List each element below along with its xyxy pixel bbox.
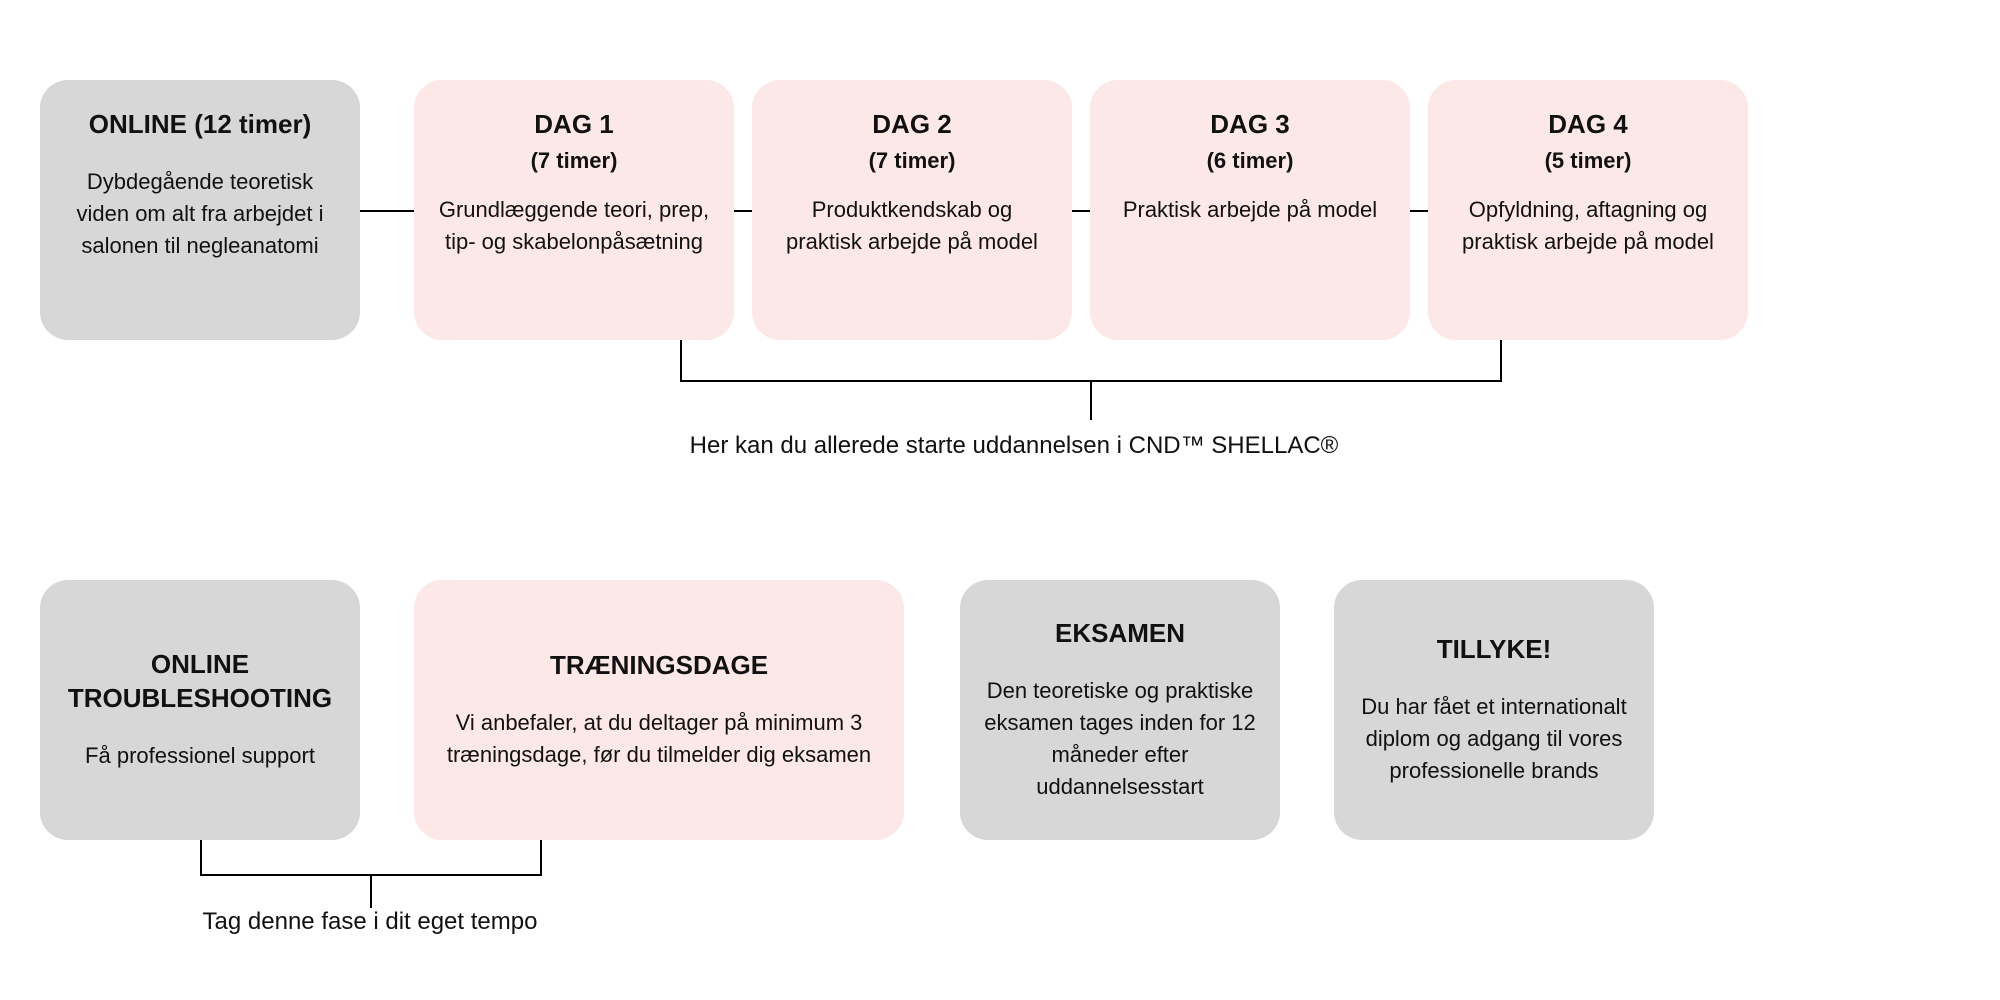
phase-day-2: DAG 2 (7 timer) Produktkendskab og prakt… bbox=[752, 80, 1072, 340]
phase-desc: Du har fået et internationalt diplom og … bbox=[1358, 691, 1630, 787]
phase-day-3: DAG 3 (6 timer) Praktisk arbejde på mode… bbox=[1090, 80, 1410, 340]
connector-line bbox=[1072, 210, 1090, 212]
phase-title: DAG 1 bbox=[534, 108, 613, 142]
phase-desc: Praktisk arbejde på model bbox=[1123, 194, 1377, 226]
diagram-canvas: ONLINE (12 timer) Dybdegående teoretisk … bbox=[0, 0, 2000, 1000]
phase-title: TRÆNINGSDAGE bbox=[550, 649, 768, 683]
phase-desc: Få professionel support bbox=[85, 740, 315, 772]
phase-desc: Produktkendskab og praktisk arbejde på m… bbox=[776, 194, 1048, 258]
phase-desc: Vi anbefaler, at du deltager på minimum … bbox=[438, 707, 880, 771]
connector-line bbox=[734, 210, 752, 212]
phase-online-troubleshooting: ONLINE TROUBLESHOOTING Få professionel s… bbox=[40, 580, 360, 840]
phase-subtitle: (7 timer) bbox=[531, 148, 618, 174]
phase-online-12h: ONLINE (12 timer) Dybdegående teoretisk … bbox=[40, 80, 360, 340]
phase-desc: Dybdegående teoretisk viden om alt fra a… bbox=[64, 166, 336, 262]
phase-desc: Grundlæggende teori, prep, tip- og skabe… bbox=[438, 194, 710, 258]
phase-desc: Den teoretiske og praktiske eksamen tage… bbox=[984, 675, 1256, 803]
phase-subtitle: (6 timer) bbox=[1207, 148, 1294, 174]
phase-title: DAG 2 bbox=[872, 108, 951, 142]
caption-own-pace: Tag denne fase i dit eget tempo bbox=[203, 908, 538, 936]
connector-line bbox=[1090, 380, 1092, 420]
phase-subtitle: (7 timer) bbox=[869, 148, 956, 174]
phase-title: EKSAMEN bbox=[1055, 617, 1185, 651]
connector-line bbox=[1500, 340, 1502, 380]
phase-title: DAG 3 bbox=[1210, 108, 1289, 142]
phase-training-days: TRÆNINGSDAGE Vi anbefaler, at du deltage… bbox=[414, 580, 904, 840]
connector-line bbox=[540, 840, 542, 874]
phase-subtitle: (5 timer) bbox=[1545, 148, 1632, 174]
phase-day-4: DAG 4 (5 timer) Opfyldning, aftagning og… bbox=[1428, 80, 1748, 340]
connector-line bbox=[200, 840, 202, 874]
phase-congrats: TILLYKE! Du har fået et internationalt d… bbox=[1334, 580, 1654, 840]
phase-title: TILLYKE! bbox=[1437, 633, 1552, 667]
phase-day-1: DAG 1 (7 timer) Grundlæggende teori, pre… bbox=[414, 80, 734, 340]
phase-desc: Opfyldning, aftagning og praktisk arbejd… bbox=[1452, 194, 1724, 258]
connector-line bbox=[1410, 210, 1428, 212]
connector-line bbox=[360, 210, 414, 212]
connector-line bbox=[680, 340, 682, 380]
phase-title: ONLINE TROUBLESHOOTING bbox=[64, 648, 336, 716]
phase-title: DAG 4 bbox=[1548, 108, 1627, 142]
connector-line bbox=[370, 874, 372, 908]
phase-title: ONLINE (12 timer) bbox=[89, 108, 312, 142]
caption-shellac: Her kan du allerede starte uddannelsen i… bbox=[690, 432, 1339, 460]
phase-exam: EKSAMEN Den teoretiske og praktiske eksa… bbox=[960, 580, 1280, 840]
